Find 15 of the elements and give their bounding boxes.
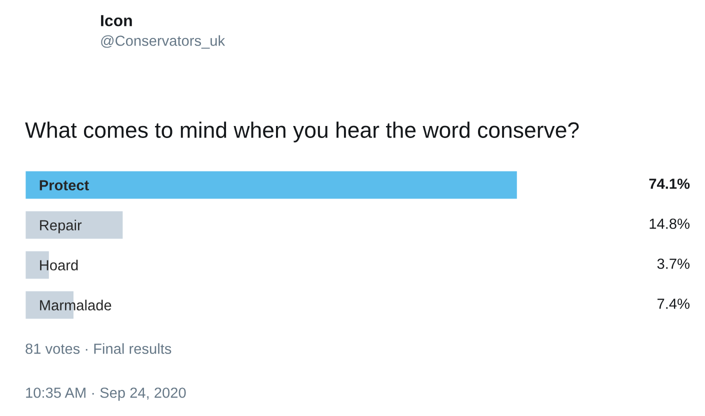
data-label: 14.8% xyxy=(650,218,690,229)
y-tick-label: Marmalade xyxy=(40,300,112,310)
text: 81 votes · Final results xyxy=(26,343,172,354)
text: @Conservators_uk xyxy=(101,35,226,49)
bar xyxy=(25,170,518,200)
y-tick-label: Protect xyxy=(40,180,89,190)
text: Icon xyxy=(101,15,132,26)
bar xyxy=(25,210,124,240)
chart-title: What comes to mind when you hear the word conserve? xyxy=(25,122,579,142)
data-label: 7.4% xyxy=(658,298,690,309)
data-label: 74.1% xyxy=(649,178,690,189)
text: 10:35 AM · Sep 24, 2020 xyxy=(26,388,186,401)
data-label: 3.7% xyxy=(657,258,690,269)
y-tick-label: Hoard xyxy=(40,260,78,270)
y-tick-label: Repair xyxy=(40,220,82,234)
